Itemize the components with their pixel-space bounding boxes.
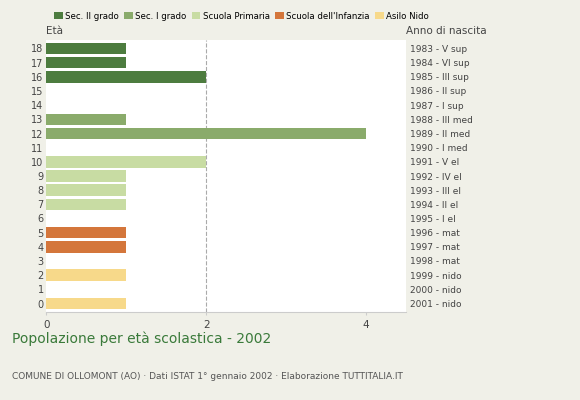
Text: Anno di nascita: Anno di nascita xyxy=(406,26,487,36)
Bar xyxy=(46,156,206,168)
Text: COMUNE DI OLLOMONT (AO) · Dati ISTAT 1° gennaio 2002 · Elaborazione TUTTITALIA.I: COMUNE DI OLLOMONT (AO) · Dati ISTAT 1° … xyxy=(12,372,403,381)
Text: Popolazione per età scolastica - 2002: Popolazione per età scolastica - 2002 xyxy=(12,332,271,346)
Bar xyxy=(46,71,206,83)
Bar xyxy=(46,114,126,125)
Bar xyxy=(46,184,126,196)
Bar xyxy=(46,43,126,54)
Bar xyxy=(46,227,126,238)
Bar xyxy=(46,170,126,182)
Bar xyxy=(46,298,126,309)
Legend: Sec. II grado, Sec. I grado, Scuola Primaria, Scuola dell'Infanzia, Asilo Nido: Sec. II grado, Sec. I grado, Scuola Prim… xyxy=(50,8,433,24)
Bar xyxy=(46,128,366,139)
Text: Età: Età xyxy=(46,26,63,36)
Bar xyxy=(46,198,126,210)
Bar xyxy=(46,57,126,68)
Bar xyxy=(46,269,126,281)
Bar xyxy=(46,241,126,253)
